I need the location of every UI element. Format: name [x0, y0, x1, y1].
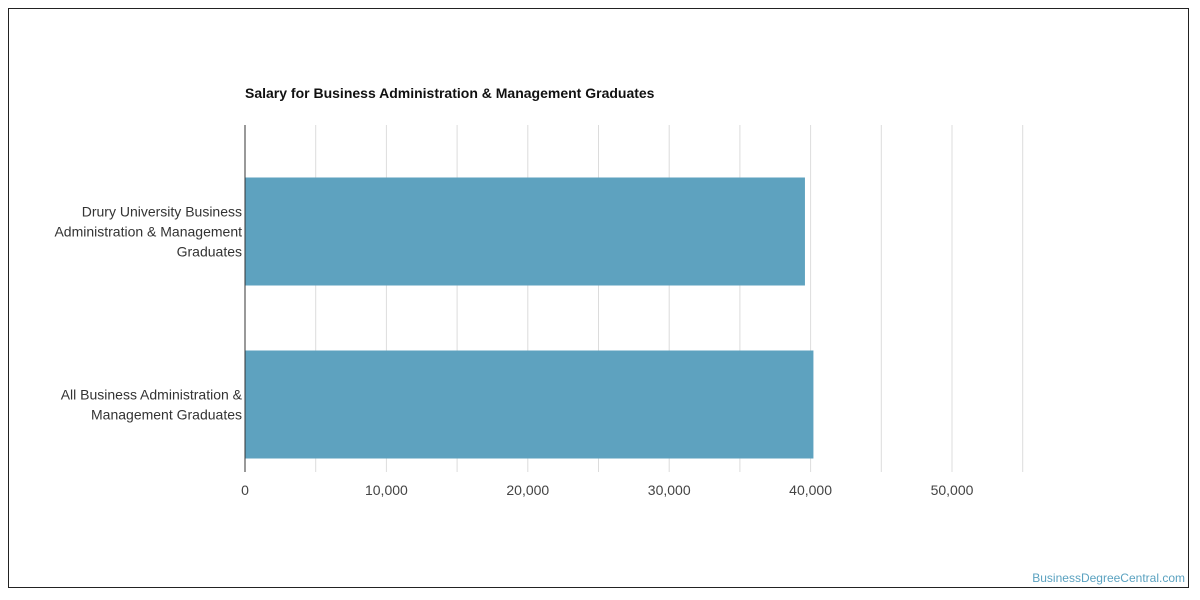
- category-label: All Business Administration &: [61, 387, 243, 403]
- category-label: Management Graduates: [91, 407, 242, 423]
- category-label: Administration & Management: [54, 224, 242, 240]
- x-tick-label: 30,000: [648, 482, 691, 498]
- bar: [245, 177, 805, 286]
- chart-title: Salary for Business Administration & Man…: [245, 85, 655, 101]
- x-tick-label: 20,000: [506, 482, 549, 498]
- x-tick-label: 10,000: [365, 482, 408, 498]
- category-label: Graduates: [177, 244, 242, 260]
- x-tick-label: 0: [241, 482, 249, 498]
- x-tick-label: 40,000: [789, 482, 832, 498]
- x-tick-label: 50,000: [931, 482, 974, 498]
- category-label: Drury University Business: [82, 204, 242, 220]
- watermark[interactable]: BusinessDegreeCentral.com: [1032, 571, 1185, 585]
- bar: [245, 350, 814, 459]
